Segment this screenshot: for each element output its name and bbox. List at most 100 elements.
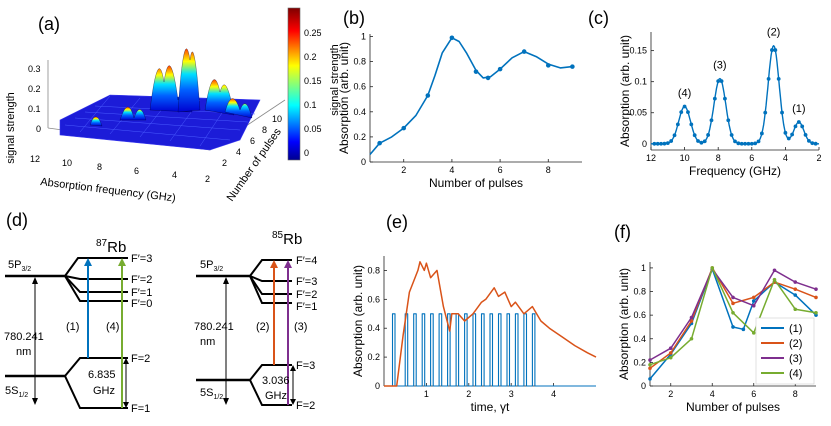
y-tick-label: 0.2 [367,352,380,362]
a-ytick: 10 [272,114,282,124]
data-point [485,75,491,81]
data-point [793,124,798,129]
y-tick-label: 0.6 [367,294,380,304]
data-point [377,140,382,146]
rb85-splitting: 3.036 [262,375,290,387]
data-point [719,79,724,84]
x-tick-label: 2 [401,165,406,175]
chart-f: 2 4 6 8 0 0.2 0.4 0.6 0.8 1 Number of pulses Absorp… [617,262,818,414]
rb87-wavelength: 780.241 [4,331,44,343]
a-zlabel: signal strength [5,92,17,164]
legend-label: (3) [789,353,802,365]
data-point [401,125,407,131]
rb87-F3-label: F′=3 [131,253,152,265]
series-line [369,36,573,156]
a-cbar-tick: 0.1 [304,100,317,110]
data-point [773,48,778,52]
x-axis-label: Frequency (GHz) [689,164,781,178]
rb87-ground-sub: 1/2 [18,392,28,399]
y-tick-label: 0.2 [633,357,646,367]
absorption-line [384,261,597,387]
rb85-element: Rb [283,231,302,248]
data-point [710,266,715,270]
y-tick-label: 0.4 [633,334,646,344]
data-point [692,133,697,138]
a-ytick: 6 [250,136,255,146]
x-tick-label: 4 [710,389,715,399]
rb87-splitting-unit: GHz [93,385,115,397]
rb87-lower-F2 [64,357,128,377]
rb87-F2-label: F′=2 [131,274,152,286]
panel-b-label: (b) [343,8,365,28]
data-point [813,141,818,146]
rb87-transition-1-head [84,258,92,266]
data-point [731,295,735,300]
a-surface-peak [89,116,103,127]
data-point [731,325,735,329]
data-point [751,331,756,335]
data-point [521,49,527,54]
y-tick-label: 0.2 [353,132,366,142]
rb85-transition-3-label: (3) [294,321,307,333]
data-point [669,139,674,143]
data-point [796,120,801,124]
rb87-lower-F1 [64,375,128,409]
panel-a: (a) 0.3 0.2 0.1 0 signal strength 12 10 … [5,7,341,205]
data-point [655,141,660,146]
a-colorbar [287,7,301,161]
a-cbar-label: signal strength [329,44,341,116]
y-tick-label: 0.05 [629,108,647,118]
data-point [696,139,700,143]
rb85-hf-arrowhead [290,365,296,371]
rb85-wavelength-unit: nm [200,336,215,348]
a-xtick: 2 [205,174,210,184]
rb85-optical-arrowhead [223,277,229,284]
panel-f-label: (f) [614,222,631,242]
data-point [753,141,758,146]
rb87-F0-label: F′=0 [131,298,152,310]
a-surface-peak [177,48,201,113]
a-ztick: 0.2 [28,84,41,94]
rb85-optical-arrowhead [223,398,229,405]
rb85-F3-label: F′=3 [296,276,317,288]
rb85-upper-F2 [249,275,292,295]
y-tick-label: 0.8 [353,57,366,67]
rb85-transition-2-label: (2) [256,321,269,333]
legend-label: (2) [789,338,802,350]
data-point [545,63,551,68]
data-point [425,93,431,98]
rb85-F4-label: F′=4 [296,255,317,267]
a-ytick: 8 [262,125,267,135]
legend: (1) (2) (3) (4) [755,317,815,385]
data-point [743,141,747,146]
data-point [739,141,744,146]
rb87-mass: 87 [96,238,108,249]
a-xtick: 12 [30,154,40,164]
a-ztick: 0 [36,124,41,134]
data-point [726,118,731,123]
rb87-splitting: 6.835 [88,369,116,381]
rb85-transition-2-head [270,260,278,268]
data-point [751,295,756,300]
data-point [686,110,690,115]
data-point [648,362,652,367]
rb85-F1-label: F′=1 [296,301,317,313]
peak-label: (1) [792,103,805,115]
data-point [751,299,756,303]
data-point [741,327,746,332]
data-point [662,141,667,146]
rb85-splitting-unit: GHz [265,390,287,402]
rb85-lowerF2-label: F=2 [296,400,315,412]
data-point [800,124,805,129]
a-cbar-tick: 0.25 [304,28,322,38]
rb87-optical-arrowhead [32,398,38,405]
data-point [780,110,784,115]
a-cbar-tick: 0.05 [304,124,322,134]
rb85-transition-3-head [284,260,292,268]
rb85-upper-F4 [249,259,292,277]
rb87-optical-arrowhead [32,277,38,284]
rb85-upper-F3 [249,275,292,282]
x-tick-label: 2 [668,389,673,399]
y-tick-label: 1 [641,263,646,273]
rb85-wavelength: 780.241 [194,321,234,333]
